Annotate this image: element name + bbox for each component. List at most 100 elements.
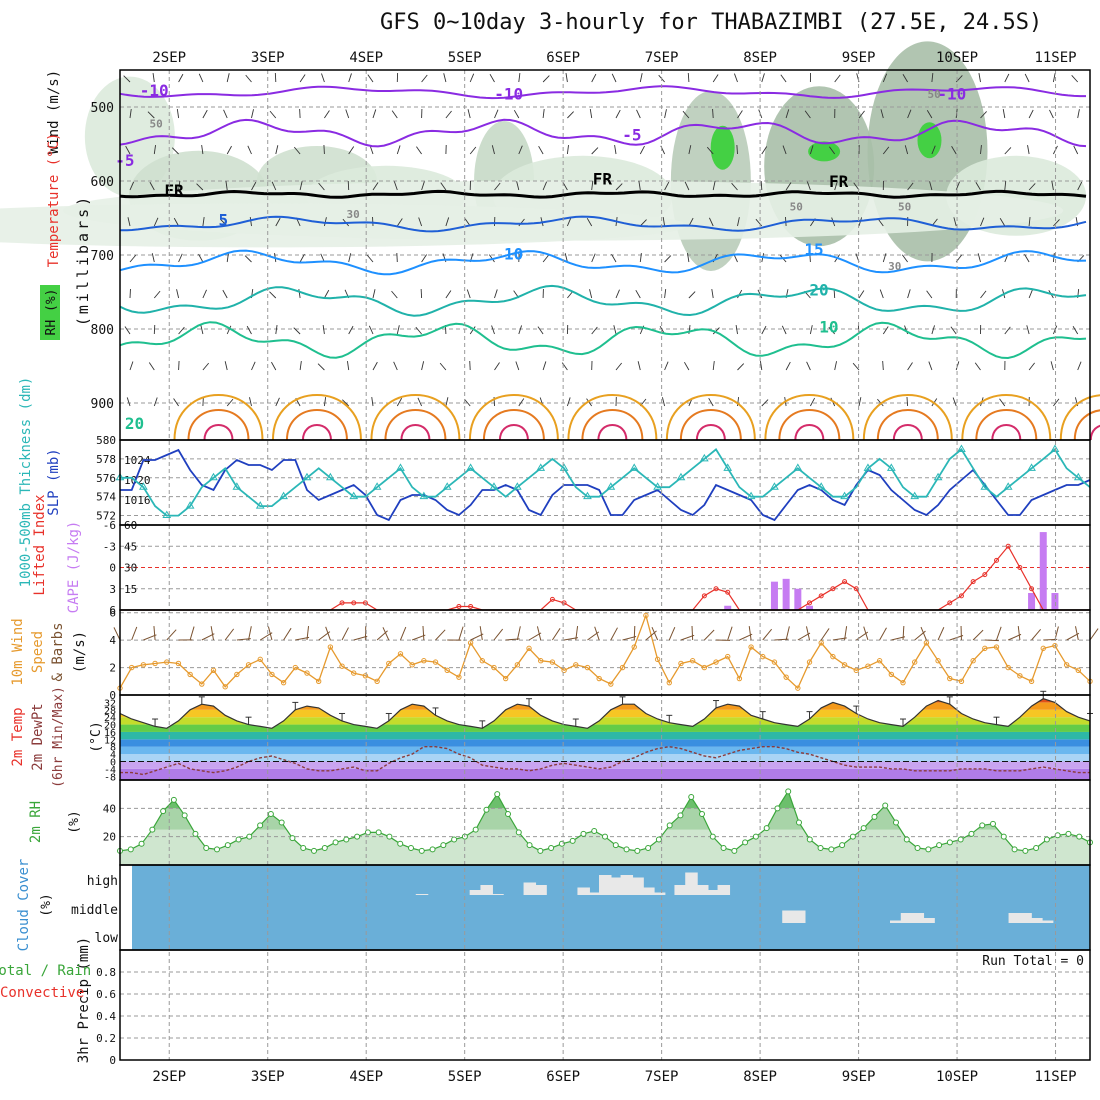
upper-wind-barb (853, 182, 860, 191)
li-point (701, 593, 707, 599)
upper-wind-barb (226, 145, 232, 155)
li-point (362, 600, 368, 606)
upper-wind-barb (1073, 145, 1079, 155)
rh-point (267, 811, 274, 817)
upper-wind-barb (1028, 183, 1036, 191)
thickness-point (723, 463, 733, 471)
upper-wind-barb (882, 360, 884, 371)
surface-wind-barb (411, 634, 426, 641)
upper-wind-barb (176, 289, 180, 299)
cloud-block-middle (922, 918, 935, 923)
upper-wind-barb (755, 218, 763, 227)
warm-contour (892, 424, 923, 441)
upper-wind-barb (1002, 109, 1006, 119)
upper-wind-barb (323, 397, 327, 407)
cloud-block-high (717, 885, 731, 895)
surface-wind-barb (210, 626, 214, 641)
upper-wind-barb (834, 74, 841, 83)
temp-tick-label: 28 (104, 706, 116, 717)
temp-bands (120, 698, 1090, 780)
upper-wind-barb (806, 181, 811, 191)
upper-wind-barb (688, 145, 692, 155)
convective-side-label: Convective (0, 985, 84, 1001)
surface-wind-barb (166, 629, 177, 641)
upper-wind-barb (613, 325, 617, 335)
temp-axis-label-3: (6hr Min/Max) (51, 686, 66, 788)
upper-wind-barb (565, 73, 568, 83)
rh-point (170, 796, 177, 803)
temp-band-10 (120, 698, 1090, 703)
wind-point (771, 659, 778, 665)
cloud-block-high (415, 894, 429, 895)
warm-contour (581, 409, 644, 441)
temp-tick-label: 16 (104, 728, 116, 739)
upper-wind-barb (275, 325, 278, 335)
warm-contour (862, 394, 953, 441)
contour-line-3 (120, 215, 1087, 233)
rh-point (354, 833, 361, 840)
surface-wind-barb (972, 629, 984, 641)
date-label-bottom: 7SEP (645, 1069, 679, 1085)
rh-point (774, 805, 781, 812)
li-point (947, 600, 953, 606)
rh-point (138, 840, 145, 847)
wind-point (304, 670, 310, 676)
thickness-point (1050, 444, 1060, 452)
wind-point (1063, 662, 1070, 668)
upper-wind-barb (153, 145, 156, 155)
upper-wind-barb (200, 325, 204, 335)
surface-wind-barb (914, 630, 926, 641)
surface-wind-barb (267, 626, 273, 641)
upper-wind-barb (1004, 181, 1007, 191)
upper-wind-barb (1024, 73, 1030, 83)
temp-axis-label-1: 2m Temp (10, 707, 26, 766)
contour-line-0 (119, 85, 1086, 100)
wind-point (701, 664, 708, 671)
wind-point (760, 653, 766, 660)
surface-wind-barb (748, 626, 752, 641)
upper-wind-barb (1053, 219, 1060, 227)
li-point (339, 600, 345, 606)
upper-wind-barb (615, 362, 623, 371)
surface-wind-barb (376, 630, 388, 641)
cloud-block-middle (782, 910, 795, 923)
li-point (842, 579, 848, 585)
rh-tick-label: 20 (103, 831, 116, 844)
warm-contour (567, 394, 658, 441)
rh-point (483, 806, 490, 813)
upper-wind-barb (299, 181, 303, 191)
upper-wind-barb (687, 72, 690, 83)
wind-point (362, 673, 369, 679)
wind-point (678, 660, 684, 667)
warm-contour (1059, 394, 1100, 441)
upper-wind-barb (931, 325, 935, 335)
upper-wind-barb (931, 145, 936, 155)
upper-wind-barb (929, 181, 933, 191)
thickness-point (629, 463, 639, 471)
series-line-temp (119, 698, 1091, 729)
rh-point (1011, 846, 1018, 853)
temp-axis-label-2: 2m DewPt (30, 703, 46, 770)
upper-wind-barb (324, 110, 330, 119)
upper-wind-barb (417, 397, 423, 407)
wind-point (199, 681, 205, 687)
wind-point (1028, 678, 1035, 684)
upper-wind-barb (877, 218, 884, 227)
series-line-slp (120, 448, 1091, 522)
date-label-bottom: 2SEP (152, 1069, 186, 1085)
upper-wind-barb (1028, 289, 1033, 299)
upper-wind-barb (348, 146, 355, 155)
rh-point (1033, 845, 1040, 851)
surface-wind-barb (353, 635, 368, 641)
rh-point (343, 836, 350, 843)
upper-wind-barb (785, 361, 791, 371)
upper-wind-barb (396, 218, 403, 227)
wind-point (795, 685, 801, 691)
upper-wind-barb (952, 397, 957, 407)
upper-wind-barb (124, 326, 131, 335)
upper-wind-barb (542, 254, 550, 263)
surface-wind-barb (479, 626, 483, 641)
cape-bar (1051, 593, 1059, 610)
surface-wind-barb (153, 626, 156, 641)
cloud-level-label-low: low (95, 931, 119, 946)
